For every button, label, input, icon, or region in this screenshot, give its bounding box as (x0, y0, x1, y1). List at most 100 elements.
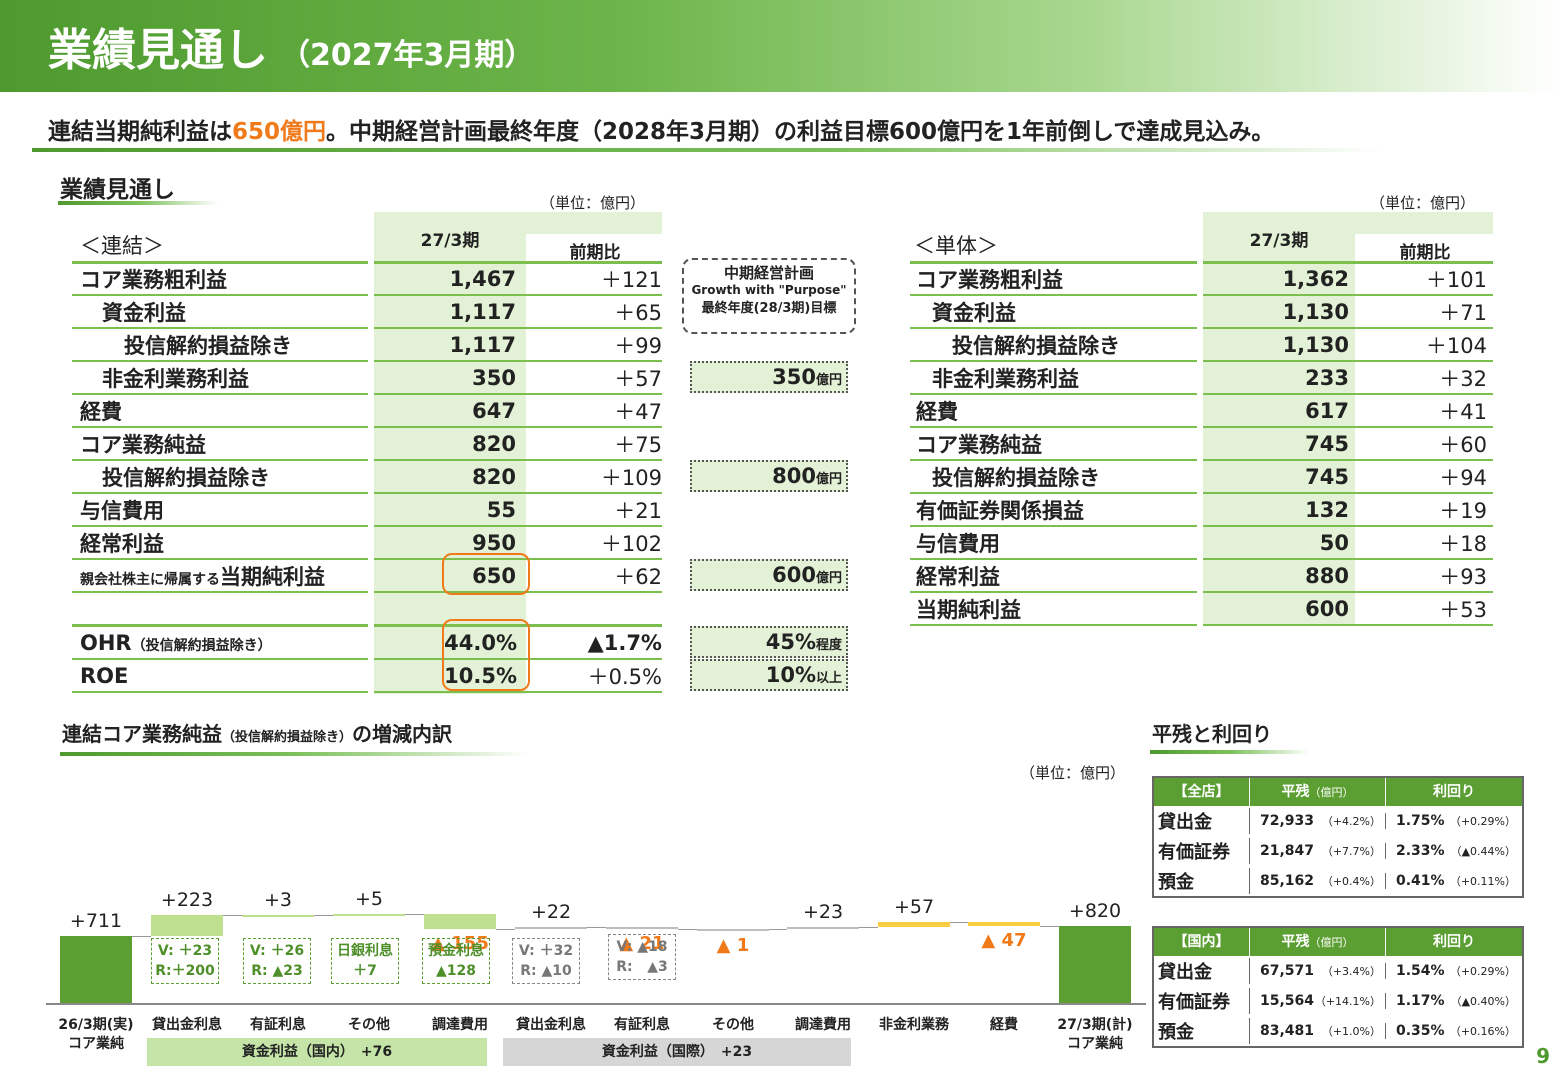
row-yoy: ＋32 (1439, 366, 1487, 391)
ohr-value: 44.0% (444, 630, 517, 655)
yield-balance-cell: 21,847 （+7.7%） (1250, 843, 1386, 859)
row-divider (910, 360, 1197, 362)
standalone-row: 当期純利益 600 ＋53 (916, 592, 1493, 625)
row-label: 経費 (916, 399, 958, 424)
yield-row-name: 貸出金 (1154, 808, 1250, 834)
yield-rate-cell: 1.75% （+0.29%） (1386, 813, 1520, 829)
waterfall-category: 経費 (990, 1017, 1018, 1033)
row-divider (1203, 459, 1493, 461)
yields-all-label: 【全店】 (1154, 778, 1250, 806)
waterfall-category: 調達費用 (432, 1017, 488, 1033)
row-yoy: ＋104 (1425, 333, 1487, 358)
row-divider (72, 360, 368, 362)
row-divider (1203, 558, 1493, 560)
row-divider (910, 393, 1197, 395)
ohr-label-small: （投信解約損益除き） (131, 637, 272, 654)
waterfall-bar (697, 928, 769, 931)
waterfall-bar (60, 936, 132, 1003)
plan-target: 10%以上 (690, 659, 848, 691)
yield-rate-change: （+0.29%） (1449, 965, 1516, 978)
row-yoy: ＋57 (614, 366, 662, 391)
col-bal-unit: （億円） (1309, 936, 1354, 949)
yield-rate: 0.41% (1396, 873, 1445, 889)
row-label: 投信解約損益除き (80, 462, 370, 492)
row-divider (1203, 327, 1493, 329)
row-yoy: ＋94 (1439, 465, 1487, 490)
plan-target-value: 10% (765, 663, 816, 687)
yield-balance-cell: 83,481 （+1.0%） (1250, 1023, 1386, 1039)
yield-rate-cell: 0.41% （+0.11%） (1386, 873, 1520, 889)
row-divider (910, 525, 1197, 527)
waterfall-unit: （単位：億円） (1020, 764, 1126, 782)
plan-target-value: 350 (772, 365, 816, 389)
roe-value: 10.5% (444, 663, 517, 688)
row-label: 投信解約損益除き (952, 333, 1120, 358)
row-divider (374, 393, 662, 395)
col-bal-text: 平残 (1281, 784, 1310, 800)
plan-target-unit: 億円 (815, 571, 842, 586)
row-divider (72, 393, 368, 395)
row-divider (72, 294, 368, 296)
row-value: 1,117 (449, 332, 516, 357)
waterfall-category: 貸出金利息 (152, 1017, 222, 1033)
yields-domestic-col-yield: 利回り (1433, 934, 1475, 950)
row-value: 647 (472, 398, 516, 423)
row-divider (374, 492, 662, 494)
yield-rate: 1.75% (1396, 813, 1445, 829)
roe-divider (72, 658, 368, 660)
consolidated-row: 非金利業務利益 350 ＋57 (80, 361, 662, 394)
row-divider (1203, 294, 1493, 296)
row-label: コア業務粗利益 (80, 264, 370, 294)
row-value: 745 (1305, 431, 1349, 456)
row-divider (72, 492, 368, 494)
row-value: 1,130 (1282, 299, 1349, 324)
standalone-col-yoy: 前期比 (1399, 243, 1451, 263)
row-divider (374, 327, 662, 329)
row-divider (72, 459, 368, 461)
plan-caption: 最終年度(28/3期)目標 (701, 301, 837, 316)
outlook-section-underline (58, 201, 218, 205)
yield-row-name: 貸出金 (1154, 958, 1250, 984)
ohr-divider (374, 624, 662, 627)
ohr-label-text: OHR (80, 630, 132, 655)
yields-domestic-label: 【国内】 (1154, 928, 1250, 956)
plan-target-unit: 億円 (815, 373, 842, 388)
waterfall-category: 調達費用 (795, 1017, 851, 1033)
row-label-text: 投信解約損益除き (102, 465, 270, 490)
standalone-row: コア業務粗利益 1,362 ＋101 (916, 262, 1493, 295)
waterfall-detail-box: V: ＋26 R: ▲23 (243, 938, 311, 984)
roe-divider (72, 691, 368, 693)
row-label-text: 与信費用 (80, 498, 164, 523)
standalone-row: 投信解約損益除き 745 ＋94 (916, 460, 1493, 493)
row-label-text: 当期純利益 (220, 564, 325, 589)
consolidated-col-period: 27/3期 (420, 231, 480, 251)
row-value: 1,467 (449, 266, 516, 291)
title-banner (0, 0, 1560, 92)
row-yoy: ＋121 (600, 267, 662, 292)
standalone-row: コア業務純益 745 ＋60 (916, 427, 1493, 460)
row-value: 1,362 (1282, 266, 1349, 291)
row-value: 55 (486, 497, 516, 522)
header-divider (72, 261, 368, 264)
yield-balance-cell: 72,933 （+4.2%） (1250, 813, 1386, 829)
row-divider (72, 558, 368, 560)
row-label: 当期純利益 (916, 597, 1021, 622)
waterfall-value-label: +22 (530, 900, 572, 923)
row-divider (374, 459, 662, 461)
waterfall-bar (424, 914, 496, 929)
yield-rate-cell: 0.35% （+0.16%） (1386, 1023, 1520, 1039)
yield-row-name: 預金 (1154, 1018, 1250, 1044)
waterfall-value-label: +711 (69, 910, 123, 933)
lead-pre: 連結当期純利益は (48, 119, 232, 145)
yields-all-col-bal: 平残（億円） (1250, 778, 1386, 806)
row-label: 経常利益 (80, 528, 370, 558)
waterfall-title-small: （投信解約損益除き） (222, 730, 353, 745)
yield-balance-change: （+14.1%） (1314, 995, 1381, 1008)
row-divider (1203, 360, 1493, 362)
row-divider (374, 294, 662, 296)
page-title-text: 業績見通し (48, 25, 268, 76)
plan-target-value: 800 (772, 464, 816, 488)
yield-rate-change: （▲0.40%） (1450, 995, 1516, 1008)
yields-table-all: 【全店】 平残（億円） 利回り 貸出金 72,933 （+4.2%） 1.75% （+0… (1152, 776, 1524, 898)
consolidated-row: 投信解約損益除き 820 ＋109 (80, 460, 662, 493)
